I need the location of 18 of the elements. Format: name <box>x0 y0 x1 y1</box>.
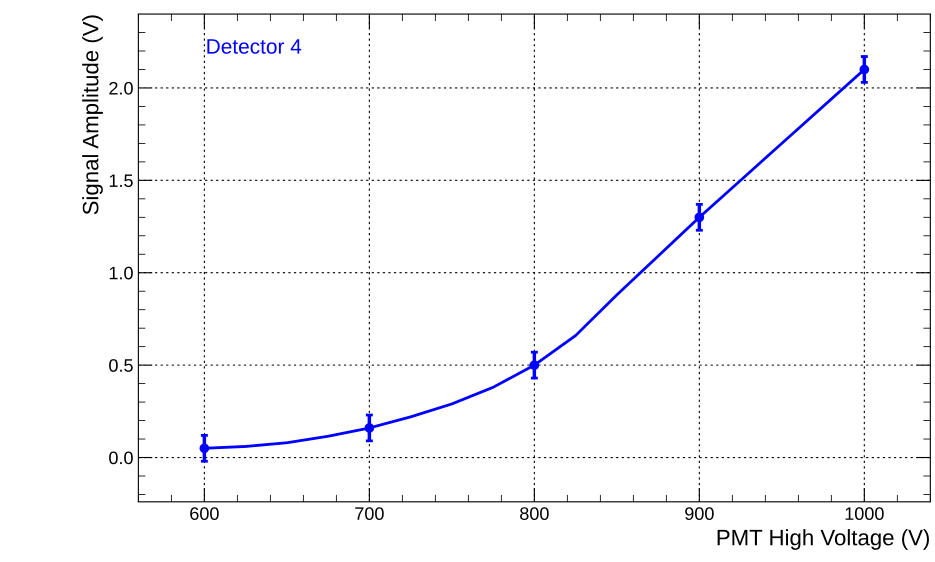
point <box>694 212 704 222</box>
x-tick-label: 600 <box>190 507 219 520</box>
point <box>529 360 540 370</box>
x-axis-title: PMT High Voltage (V) <box>718 529 929 550</box>
y-axis-title: Signal Amplitude (V) <box>82 15 103 214</box>
x-tick-label: 800 <box>520 507 549 520</box>
x-tick-label: 1000 <box>846 507 884 520</box>
point <box>200 443 210 454</box>
y-tick-label: 1.5 <box>110 174 133 188</box>
annotation: Detector 4 <box>207 39 302 54</box>
y-tick-label: 1.0 <box>110 266 133 280</box>
x-tick-label: 900 <box>685 507 714 520</box>
y-tick-label: 2.0 <box>109 82 133 95</box>
x-tick-label: 700 <box>355 507 384 520</box>
y-tick-label: 0.5 <box>109 359 133 372</box>
y-tick-label: 0.0 <box>109 451 133 464</box>
point <box>364 423 374 433</box>
point <box>859 64 870 74</box>
